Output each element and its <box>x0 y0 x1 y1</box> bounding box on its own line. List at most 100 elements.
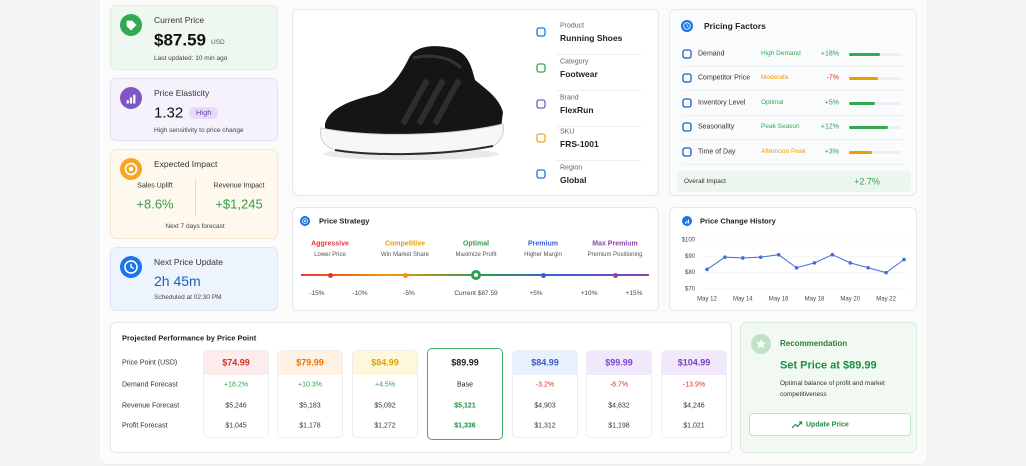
price-column[interactable] <box>277 350 343 438</box>
factor-status: High Demand <box>761 49 801 57</box>
price-point: $84.99 <box>371 357 399 368</box>
price-point: $74.99 <box>222 357 250 368</box>
card-title: Projected Performance by Price Point <box>122 333 257 343</box>
factor-status: Optimal <box>761 98 784 106</box>
detail-icon <box>536 169 546 179</box>
factor-icon <box>682 122 692 132</box>
metric-label: Revenue Impact <box>213 182 265 190</box>
factor-name: Demand <box>698 50 725 58</box>
icon-glyph <box>124 260 138 274</box>
x-tick-label: May 14 <box>733 297 753 303</box>
factor-name: Inventory Level <box>698 99 746 107</box>
separator <box>682 139 904 140</box>
slider-dot <box>612 272 618 278</box>
shoe-upper <box>325 46 503 136</box>
card-title: Price Strategy <box>319 216 370 226</box>
price-point <box>794 265 799 270</box>
icon-glyph <box>536 63 546 73</box>
metric-value: +$1,245 <box>215 196 263 212</box>
impact-icon <box>120 158 142 180</box>
price-column[interactable] <box>352 350 418 438</box>
slider-handle[interactable] <box>471 270 481 280</box>
factor-name: Seasonality <box>698 123 735 131</box>
detail-label: Brand <box>560 94 579 102</box>
factors-icon <box>681 20 693 32</box>
price-point <box>884 270 888 275</box>
factor-name: Time of Day <box>698 148 736 156</box>
price-column[interactable] <box>203 350 269 438</box>
row-label: Price Point (USD) <box>122 359 178 367</box>
price-point <box>848 261 853 265</box>
price-point <box>723 255 727 259</box>
detail-icon <box>536 27 546 37</box>
factor-change: -7% <box>826 74 839 82</box>
detail-value: Footwear <box>560 68 598 79</box>
profit-forecast: $1,336 <box>454 422 476 430</box>
shoe-sole <box>320 123 504 155</box>
factor-change: +12% <box>820 123 839 131</box>
icon-glyph <box>683 22 691 30</box>
slider-tick: -10% <box>352 289 368 297</box>
price-column[interactable] <box>512 350 578 438</box>
metric-label: Sales Uplift <box>137 182 173 190</box>
price-point <box>776 252 781 257</box>
button-label: Update Price <box>806 421 849 429</box>
next-update-card: Next Price Update 2h 45m Scheduled at 02:3… <box>110 247 278 311</box>
overall-row: Overall Impact +2.7% <box>678 171 911 192</box>
icon-glyph <box>682 73 692 83</box>
icon-glyph <box>791 421 803 429</box>
icon-glyph <box>128 166 134 172</box>
factor-icon <box>682 49 692 59</box>
revenue-forecast: $5,246 <box>225 402 247 410</box>
recommendation-icon <box>751 334 771 354</box>
factor-status: Moderate <box>761 73 789 81</box>
price-column[interactable] <box>661 350 727 438</box>
card-title: Price Change History <box>700 216 776 226</box>
detail-label: Product <box>560 22 585 30</box>
price-line <box>706 254 905 274</box>
icon-glyph <box>686 220 688 224</box>
zone-desc: Win Market Share <box>380 252 430 258</box>
price-header <box>428 349 502 375</box>
factor-name: Competitor Price <box>698 74 751 82</box>
price-point: $89.99 <box>451 357 479 368</box>
card-label: Price Elasticity <box>154 87 210 98</box>
demand-forecast: +10.3% <box>298 381 322 389</box>
price-column[interactable] <box>427 348 503 440</box>
recommendation-card: Recommendation Set Price at $89.99 Optimal… <box>740 322 917 453</box>
recommended-price: Set Price at $89.99 <box>780 359 877 372</box>
countdown: 2h 45m <box>154 273 201 289</box>
bar-track <box>849 101 901 105</box>
elasticity-badge: High <box>189 107 219 119</box>
separator <box>556 160 641 161</box>
icon-glyph <box>126 20 137 31</box>
separator <box>682 66 904 67</box>
price-header <box>587 351 651 375</box>
separator <box>682 115 904 116</box>
bar-fill <box>849 125 888 129</box>
card-title: Pricing Factors <box>704 20 766 31</box>
icon-glyph <box>536 99 546 109</box>
y-tick-label: $80 <box>685 270 696 276</box>
slider-tick: +15% <box>625 289 643 297</box>
separator <box>682 90 904 91</box>
update-price-button[interactable]: Update Price <box>749 413 911 436</box>
card-label: Expected Impact <box>154 158 218 169</box>
separator <box>556 90 641 91</box>
price-column[interactable] <box>586 350 652 438</box>
current-price-card: Current Price $87.59 USD Last updated: 10 m… <box>110 5 278 70</box>
icon-glyph <box>756 339 766 349</box>
bar-track <box>849 150 901 154</box>
factor-change: +5% <box>824 99 839 107</box>
product-image <box>320 46 504 160</box>
profit-forecast: $1,198 <box>608 422 630 430</box>
line-chart: $70 $80 $90 $100 May 12 May 14 May 16 May 18 May… <box>682 238 908 303</box>
card-label: Next Price Update <box>154 256 223 267</box>
price-point <box>830 252 835 257</box>
icon-glyph <box>129 97 133 104</box>
icon-glyph <box>536 133 546 143</box>
icon-glyph <box>682 98 692 108</box>
price-point <box>866 265 870 270</box>
profit-forecast: $1,045 <box>225 422 247 430</box>
factor-change: +18% <box>820 50 839 58</box>
